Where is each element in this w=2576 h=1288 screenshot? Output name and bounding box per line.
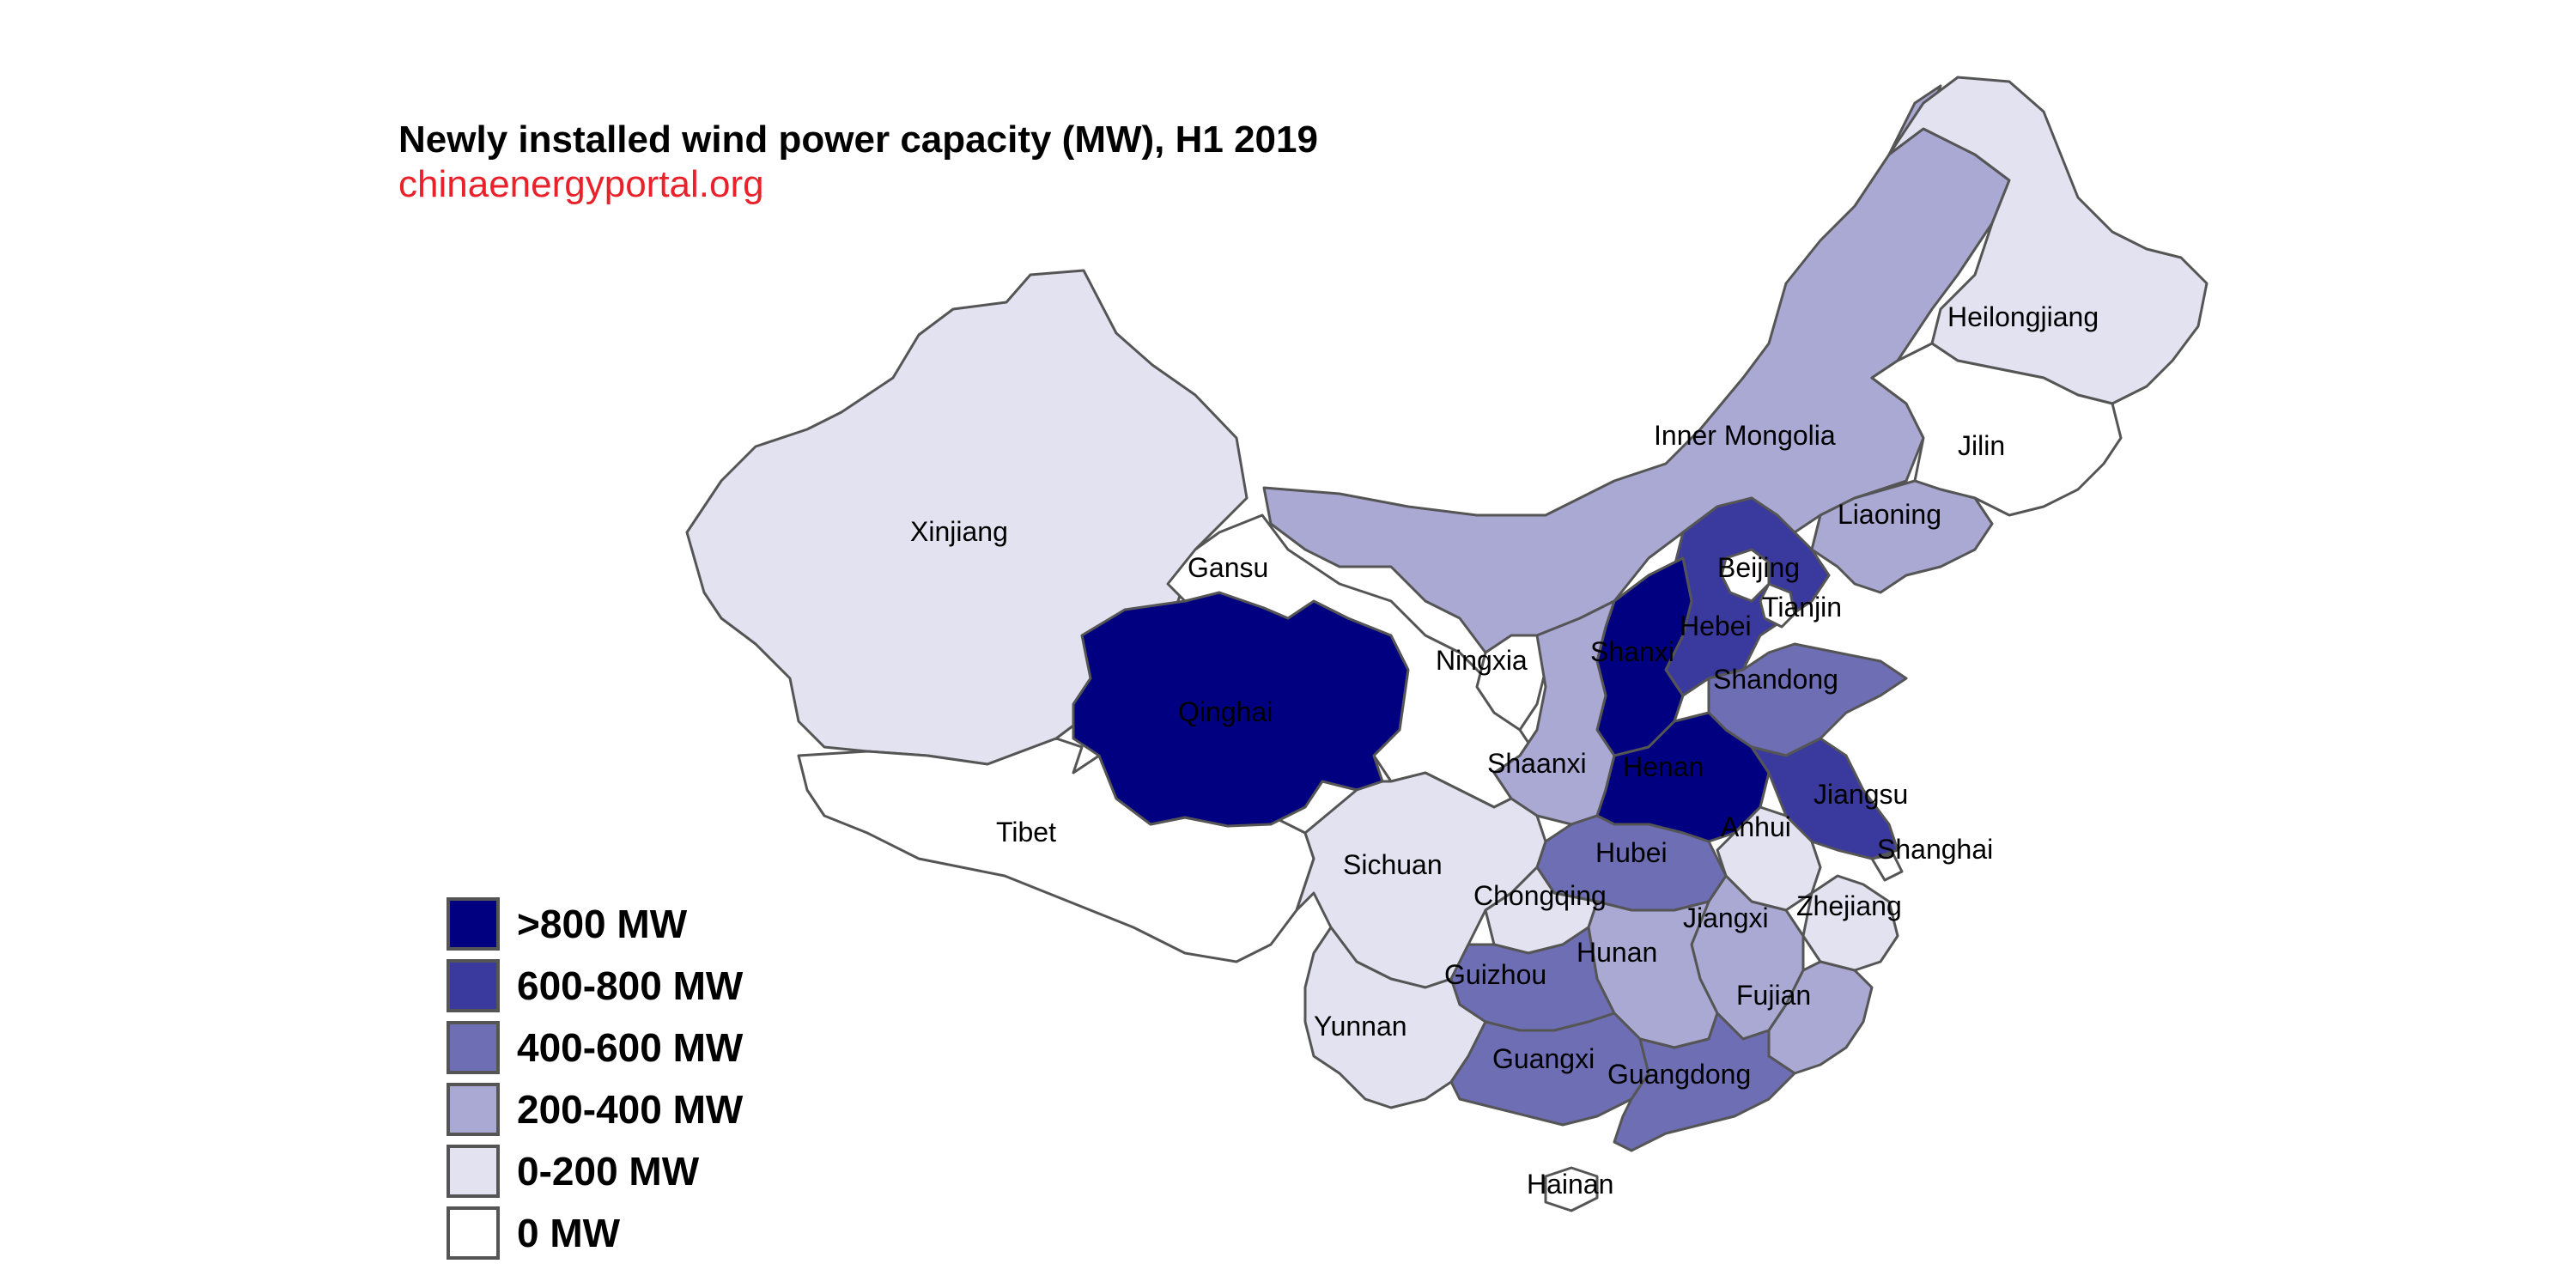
legend-item: >800 MW bbox=[447, 893, 743, 955]
province-yunnan[interactable] bbox=[1303, 926, 1487, 1109]
label-liaoning: Liaoning bbox=[1838, 499, 1941, 530]
label-shanxi: Shanxi bbox=[1590, 636, 1674, 667]
legend-label: 400-600 MW bbox=[517, 1025, 744, 1070]
source-link[interactable]: chinaenergyportal.org bbox=[398, 163, 764, 205]
label-ningxia: Ningxia bbox=[1436, 645, 1528, 676]
legend-label: >800 MW bbox=[517, 902, 688, 946]
label-inner-mongolia: Inner Mongolia bbox=[1654, 420, 1836, 451]
label-jiangxi: Jiangxi bbox=[1683, 902, 1769, 933]
label-guizhou: Guizhou bbox=[1444, 959, 1546, 990]
label-henan: Henan bbox=[1623, 751, 1704, 782]
legend-label: 0-200 MW bbox=[517, 1149, 700, 1194]
province-guangdong[interactable] bbox=[1613, 1012, 1796, 1152]
legend-item: 200-400 MW bbox=[447, 1078, 743, 1140]
label-yunnan: Yunnan bbox=[1314, 1011, 1407, 1042]
label-jilin: Jilin bbox=[1958, 430, 2005, 461]
label-xinjiang: Xinjiang bbox=[910, 516, 1008, 547]
label-guangxi: Guangxi bbox=[1492, 1043, 1595, 1074]
label-hainan: Hainan bbox=[1527, 1169, 1613, 1200]
map-title: Newly installed wind power capacity (MW)… bbox=[398, 118, 1318, 161]
label-sichuan: Sichuan bbox=[1343, 849, 1443, 880]
label-tibet: Tibet bbox=[996, 817, 1056, 848]
legend-label: 200-400 MW bbox=[517, 1087, 744, 1132]
legend: >800 MW 600-800 MW 400-600 MW 200-400 MW… bbox=[447, 893, 743, 1264]
province-liaoning[interactable] bbox=[1810, 479, 1994, 594]
label-hunan: Hunan bbox=[1577, 937, 1657, 968]
label-shaanxi: Shaanxi bbox=[1487, 748, 1587, 779]
label-fujian: Fujian bbox=[1736, 980, 1811, 1011]
legend-swatch bbox=[447, 959, 500, 1012]
province-heilongjiang[interactable] bbox=[1887, 76, 2208, 405]
province-tianjin[interactable] bbox=[1759, 582, 1796, 629]
label-hubei: Hubei bbox=[1595, 837, 1668, 868]
legend-label: 0 MW bbox=[517, 1211, 621, 1255]
legend-item: 0-200 MW bbox=[447, 1140, 743, 1202]
legend-item: 600-800 MW bbox=[447, 955, 743, 1017]
province-shanghai[interactable] bbox=[1870, 853, 1904, 882]
label-anhui: Anhui bbox=[1721, 811, 1791, 842]
legend-swatch bbox=[447, 1206, 500, 1260]
label-qinghai: Qinghai bbox=[1178, 696, 1273, 727]
legend-swatch bbox=[447, 1021, 500, 1074]
province-zhejiang[interactable] bbox=[1801, 874, 1899, 972]
label-jiangsu: Jiangsu bbox=[1814, 779, 1908, 810]
label-hebei: Hebei bbox=[1680, 611, 1752, 641]
legend-swatch bbox=[447, 897, 500, 951]
province-beijing[interactable] bbox=[1720, 548, 1771, 603]
label-chongqing: Chongqing bbox=[1473, 880, 1607, 911]
legend-item: 400-600 MW bbox=[447, 1017, 743, 1078]
legend-swatch bbox=[447, 1145, 500, 1198]
label-shanghai: Shanghai bbox=[1877, 834, 1993, 865]
legend-label: 600-800 MW bbox=[517, 963, 744, 1008]
province-hainan[interactable] bbox=[1544, 1166, 1599, 1212]
label-heilongjiang: Heilongjiang bbox=[1947, 301, 2099, 332]
label-beijing: Beijing bbox=[1717, 552, 1800, 583]
legend-swatch bbox=[447, 1083, 500, 1136]
province-ningxia[interactable] bbox=[1475, 634, 1547, 732]
label-shandong: Shandong bbox=[1713, 664, 1838, 695]
label-zhejiang: Zhejiang bbox=[1796, 890, 1902, 921]
label-guangdong: Guangdong bbox=[1607, 1059, 1751, 1090]
label-tianjin: Tianjin bbox=[1762, 592, 1842, 623]
label-gansu: Gansu bbox=[1188, 552, 1268, 583]
legend-item: 0 MW bbox=[447, 1202, 743, 1264]
